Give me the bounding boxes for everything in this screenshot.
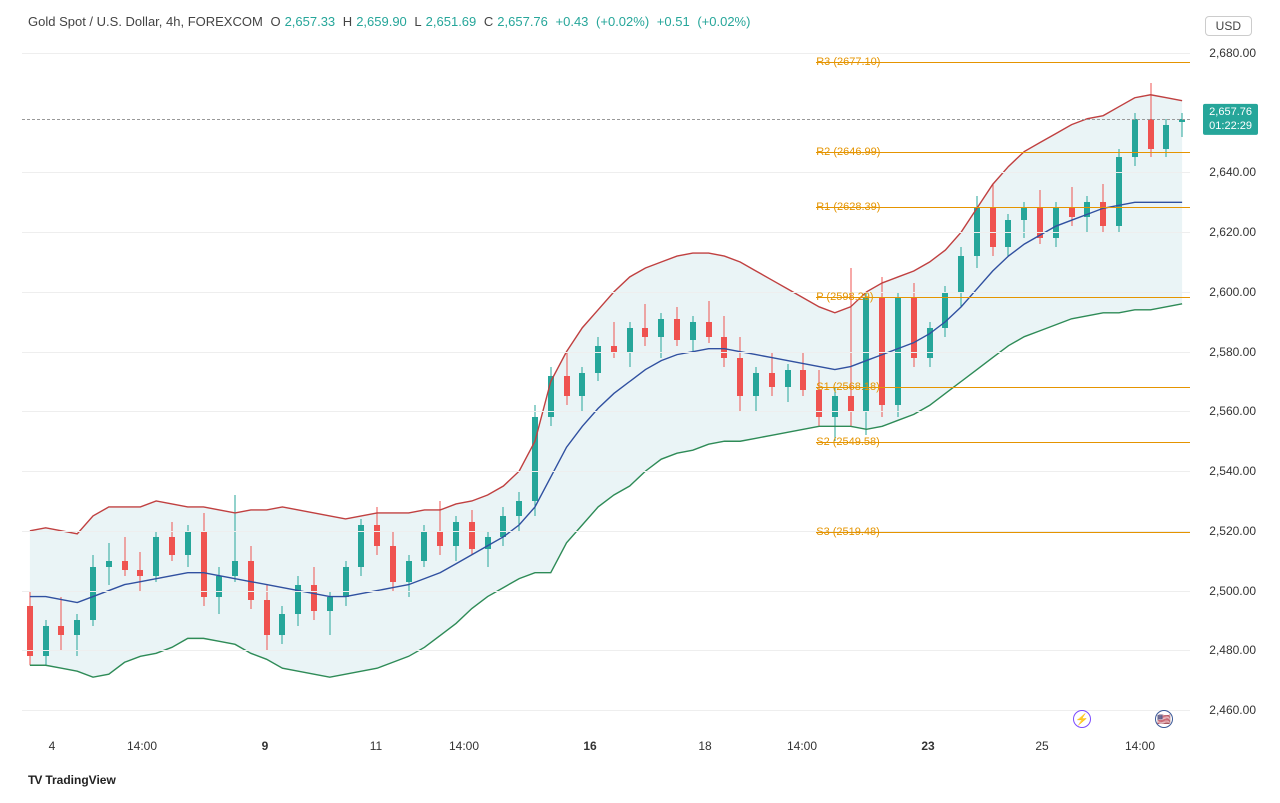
x-axis-tick: 23 xyxy=(921,739,934,753)
tradingview-logo[interactable]: TVTradingView xyxy=(28,773,116,787)
x-axis-tick: 25 xyxy=(1035,739,1048,753)
ohlc-l-label: L xyxy=(414,14,421,29)
change-abs-2: +0.51 xyxy=(657,14,690,29)
ohlc-o-value: 2,657.33 xyxy=(285,14,336,29)
y-axis-tick: 2,500.00 xyxy=(1209,584,1256,598)
y-axis-tick: 2,620.00 xyxy=(1209,225,1256,239)
grid-line xyxy=(22,591,1190,592)
x-axis-tick: 14:00 xyxy=(127,739,157,753)
chart-container: Gold Spot / U.S. Dollar, 4h, FOREXCOM O2… xyxy=(8,8,1272,795)
pivot-label-R2: R2 (2646.99) xyxy=(816,146,880,158)
bollinger-bands xyxy=(22,38,1190,725)
pivot-label-R3: R3 (2677.10) xyxy=(816,56,880,68)
x-axis-tick: 4 xyxy=(49,739,56,753)
grid-line xyxy=(22,172,1190,173)
band-lines xyxy=(22,38,1190,725)
ohlc-l-value: 2,651.69 xyxy=(426,14,477,29)
current-price-line xyxy=(22,119,1190,120)
price-badge-price: 2,657.76 xyxy=(1209,106,1252,119)
grid-line xyxy=(22,292,1190,293)
x-axis-tick: 14:00 xyxy=(1125,739,1155,753)
grid-line xyxy=(22,650,1190,651)
change-pct: (+0.02%) xyxy=(596,14,649,29)
event-marker-icon[interactable]: ⚡ xyxy=(1073,710,1091,728)
change-abs: +0.43 xyxy=(556,14,589,29)
pivot-label-R1: R1 (2628.39) xyxy=(816,201,880,213)
pivot-label-S2: S2 (2549.58) xyxy=(816,436,880,448)
y-axis-tick: 2,640.00 xyxy=(1209,165,1256,179)
y-axis-tick: 2,520.00 xyxy=(1209,524,1256,538)
grid-line xyxy=(22,411,1190,412)
grid-line xyxy=(22,471,1190,472)
pivot-label-P: P (2598.29) xyxy=(816,291,873,303)
y-axis-tick: 2,680.00 xyxy=(1209,46,1256,60)
grid-line xyxy=(22,232,1190,233)
x-axis-tick: 14:00 xyxy=(449,739,479,753)
chart-plot-area[interactable] xyxy=(22,38,1190,725)
x-axis-tick: 11 xyxy=(370,739,382,753)
symbol-title: Gold Spot / U.S. Dollar, 4h, FOREXCOM xyxy=(28,14,263,29)
x-axis-tick: 16 xyxy=(583,739,596,753)
y-axis-tick: 2,540.00 xyxy=(1209,464,1256,478)
x-axis-tick: 14:00 xyxy=(787,739,817,753)
ohlc-o-label: O xyxy=(270,14,280,29)
y-axis-tick: 2,560.00 xyxy=(1209,404,1256,418)
pivot-label-S1: S1 (2568.18) xyxy=(816,381,880,393)
grid-line xyxy=(22,352,1190,353)
ohlc-h-label: H xyxy=(343,14,352,29)
x-axis-tick: 9 xyxy=(262,739,269,753)
event-marker-icon[interactable]: 🇺🇸 xyxy=(1155,710,1173,728)
grid-line xyxy=(22,53,1190,54)
y-axis-tick: 2,460.00 xyxy=(1209,703,1256,717)
tv-icon: TV xyxy=(28,773,41,787)
ohlc-h-value: 2,659.90 xyxy=(356,14,407,29)
price-badge-countdown: 01:22:29 xyxy=(1209,119,1252,132)
ohlc-c-label: C xyxy=(484,14,493,29)
currency-selector[interactable]: USD xyxy=(1205,16,1252,36)
change-pct-2: (+0.02%) xyxy=(697,14,750,29)
y-axis-tick: 2,580.00 xyxy=(1209,345,1256,359)
grid-line xyxy=(22,710,1190,711)
pivot-label-S3: S3 (2519.48) xyxy=(816,526,880,538)
ohlc-c-value: 2,657.76 xyxy=(497,14,548,29)
chart-header: Gold Spot / U.S. Dollar, 4h, FOREXCOM O2… xyxy=(28,14,754,29)
y-axis-tick: 2,600.00 xyxy=(1209,285,1256,299)
x-axis-tick: 18 xyxy=(698,739,711,753)
price-badge: 2,657.7601:22:29 xyxy=(1203,104,1258,134)
y-axis-tick: 2,480.00 xyxy=(1209,643,1256,657)
